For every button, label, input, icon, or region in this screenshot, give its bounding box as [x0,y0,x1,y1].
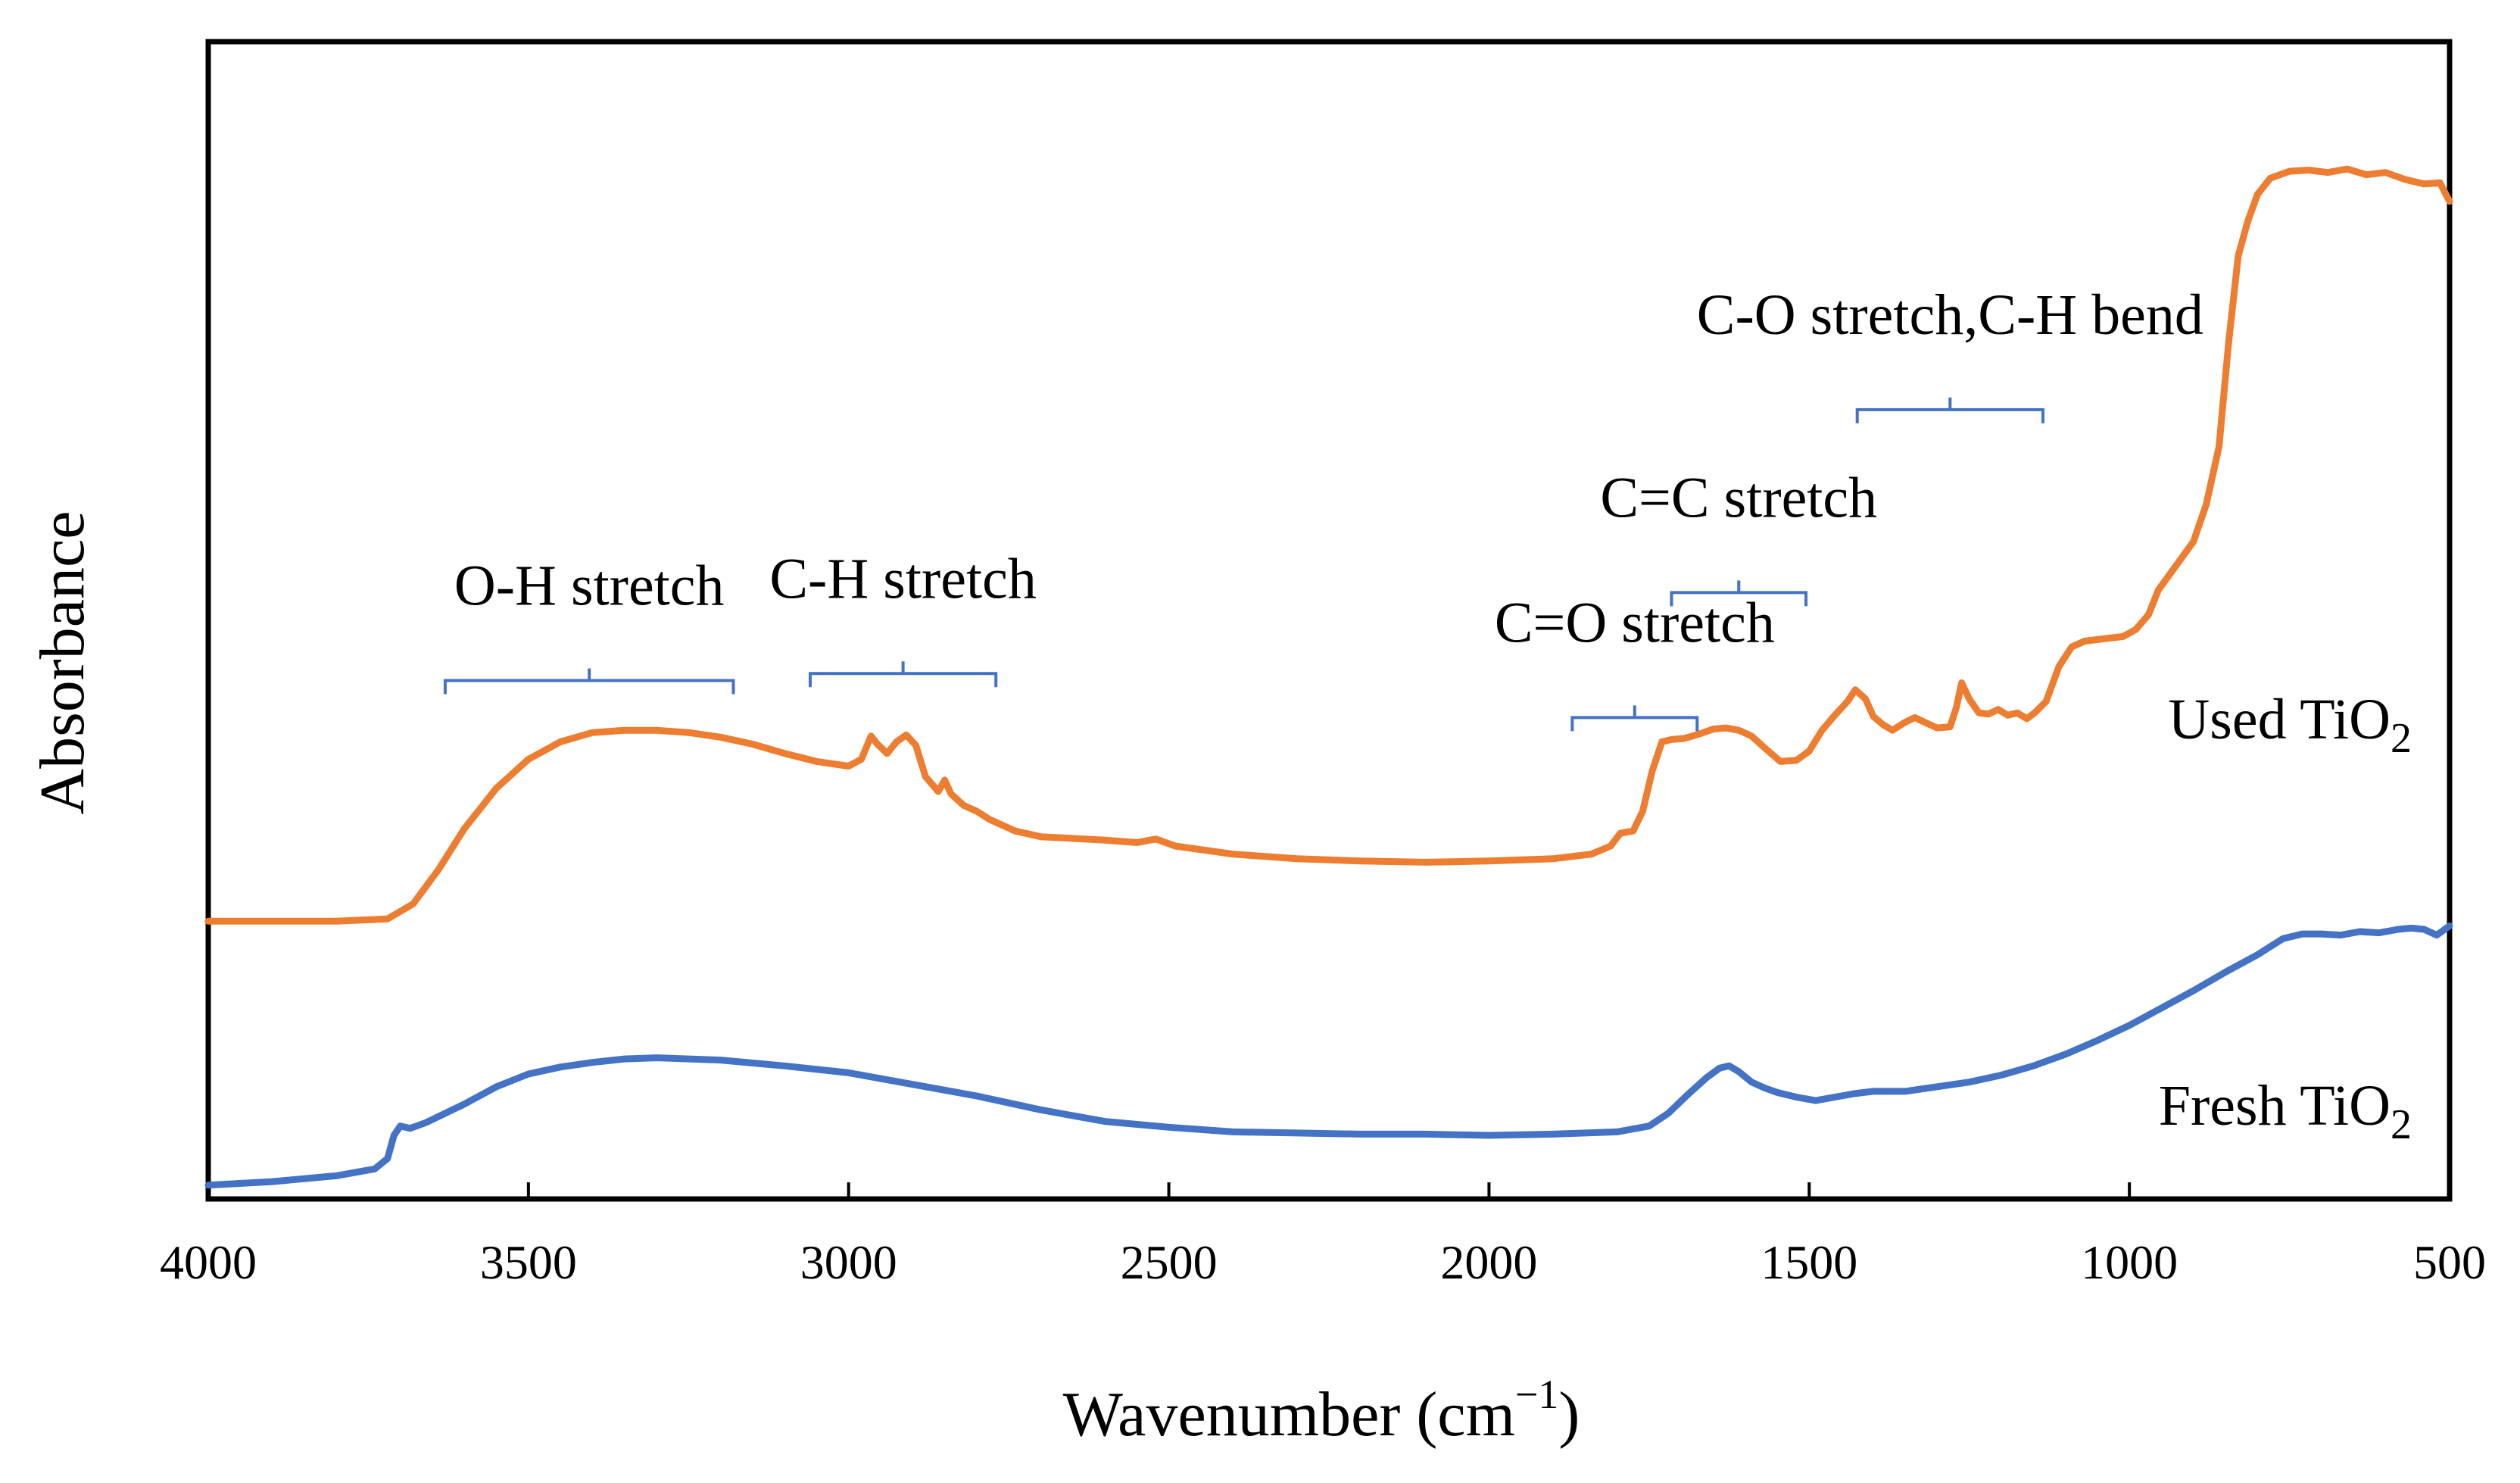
series-label-used: Used TiO2 [2168,688,2412,762]
x-tick-label-3000: 3000 [800,1235,897,1289]
fresh-tio2-line [204,922,2453,1189]
annotation-bracket-c-h-stretch [808,661,998,688]
series-label-fresh: Fresh TiO2 [2159,1074,2412,1148]
series-label-fresh-sub: 2 [2391,1101,2412,1148]
x-tick-label-3500: 3500 [480,1235,577,1289]
series-layer [204,165,2453,1189]
x-tick-label-500: 500 [2413,1235,2486,1289]
x-axis-title-sup: −1 [1515,1372,1558,1417]
x-axis-title: Wavenumber (cm−1) [1063,1372,1580,1450]
annotation-bracket-c-o-stretch-c-h-bend [1855,397,2044,423]
annotation-label-c-h-stretch: C-H stretch [769,547,1036,610]
annotation-bracket-c-o-stretch [1570,705,1699,732]
x-tick-label-2000: 2000 [1440,1235,1537,1289]
plot-frame [205,39,2453,1202]
annotation-label-c-c-stretch: C=C stretch [1600,466,1877,529]
annotation-label-c-o-stretch: C=O stretch [1495,591,1775,654]
x-tick-label-1000: 1000 [2081,1235,2178,1289]
x-ticks: 4000 3500 3000 2500 2000 1500 1000 500 [160,1182,2486,1289]
series-label-fresh-main: Fresh TiO [2159,1074,2391,1138]
annotation-label-c-o-stretch-c-h-bend: C-O stretch,C-H bend [1697,283,2203,347]
annotations-layer: O-H stretch C-H stretch C=O stretch C=C str… [443,283,2203,732]
x-tick-label-2500: 2500 [1121,1235,1218,1289]
x-tick-label-1500: 1500 [1761,1235,1857,1289]
x-axis-title-main: Wavenumber (cm [1063,1379,1515,1450]
x-axis-title-close: ) [1558,1379,1580,1450]
y-axis-title: Absorbance [27,510,98,814]
used-tio2-line [204,165,2453,925]
series-label-used-sub: 2 [2391,715,2412,762]
annotation-bracket-o-h-stretch [443,668,735,695]
annotation-label-o-h-stretch: O-H stretch [454,554,725,617]
series-label-used-main: Used TiO [2168,688,2391,751]
x-tick-label-4000: 4000 [160,1235,257,1289]
annotation-bracket-c-c-stretch [1670,580,1808,607]
